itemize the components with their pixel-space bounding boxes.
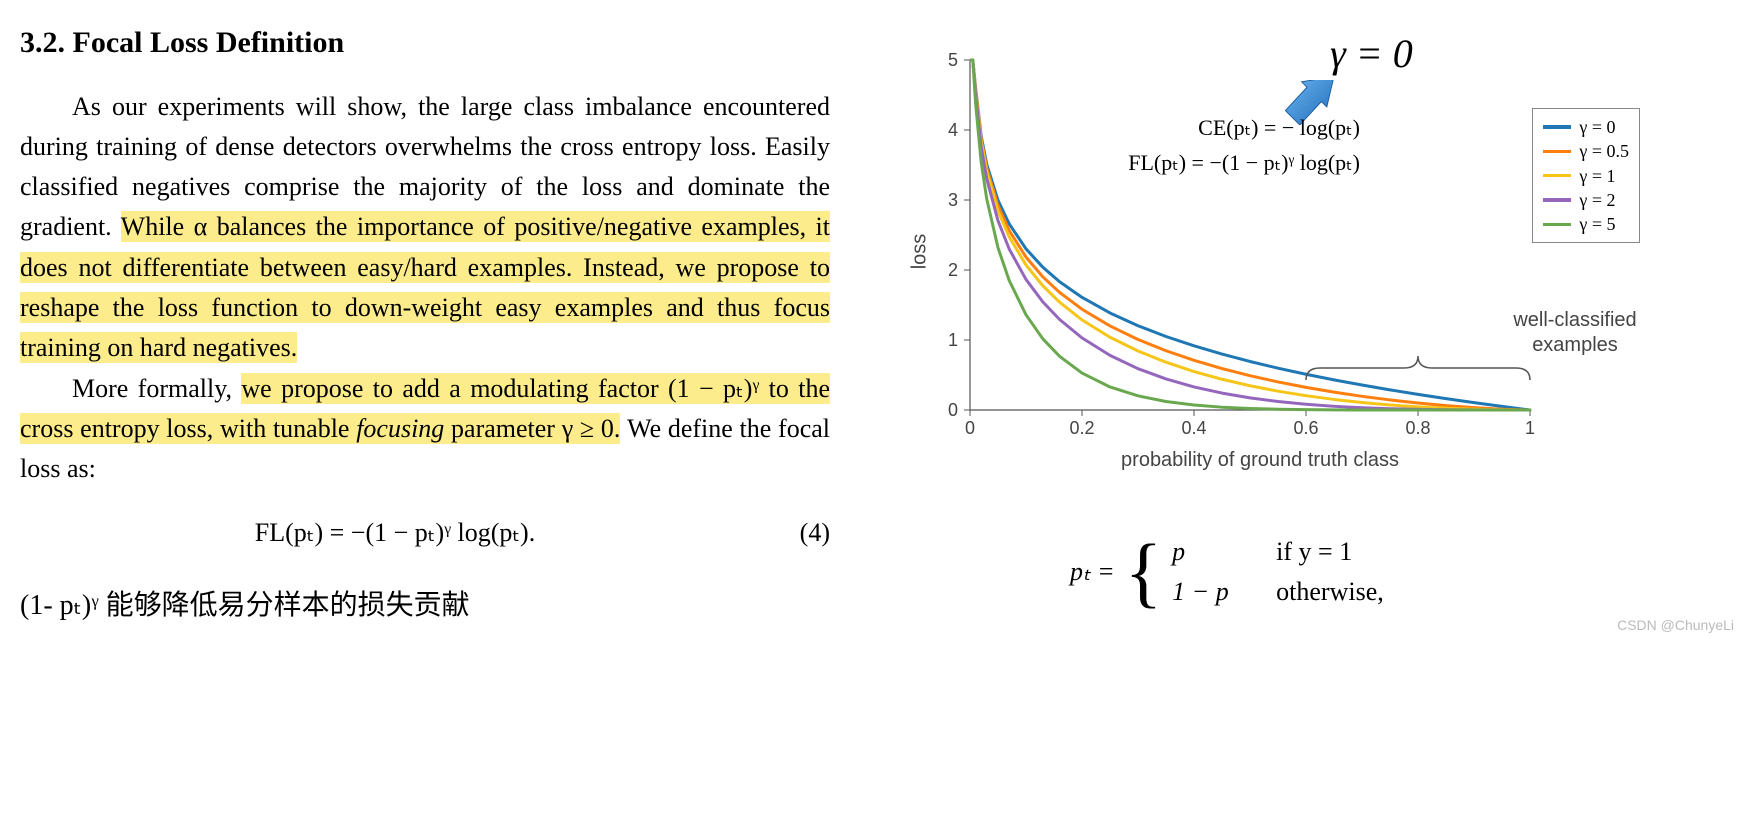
chart-legend: γ = 0γ = 0.5γ = 1γ = 2γ = 5	[1532, 108, 1640, 243]
svg-text:1: 1	[1525, 418, 1535, 438]
case2-val: 1 − p	[1172, 572, 1252, 612]
paragraph-1: As our experiments will show, the large …	[20, 87, 830, 369]
gamma-zero-callout: γ = 0	[1330, 30, 1413, 77]
equation-body: FL(pₜ) = −(1 − pₜ)ᵞ log(pₜ).	[20, 513, 770, 553]
annotation-math: (1- pₜ)ᵞ	[20, 590, 99, 621]
well-classified-label: well-classified examples	[1500, 308, 1650, 358]
svg-text:5: 5	[948, 50, 958, 70]
annotation-cjk: 能够降低易分样本的损失贡献	[99, 590, 470, 621]
legend-label: γ = 5	[1579, 212, 1615, 236]
svg-text:0.4: 0.4	[1181, 418, 1206, 438]
pt-lhs: pₜ =	[1070, 557, 1115, 587]
svg-text:0: 0	[948, 400, 958, 420]
legend-swatch	[1543, 174, 1571, 178]
section-number: 3.2.	[20, 26, 65, 59]
focal-loss-chart: γ = 0 CE(pₜ) = − log(pₜ) FL(pₜ) = −(1 − …	[910, 40, 1610, 472]
svg-text:1: 1	[948, 330, 958, 350]
svg-text:0.6: 0.6	[1293, 418, 1318, 438]
p2-text-1: More formally,	[72, 374, 241, 403]
svg-text:4: 4	[948, 120, 958, 140]
svg-text:2: 2	[948, 260, 958, 280]
equation-number: (4)	[770, 513, 830, 553]
pt-cases: p if y = 1 1 − p otherwise,	[1172, 532, 1384, 613]
section-title: Focal Loss Definition	[73, 26, 345, 59]
chart-svg: 0 0.2 0.4 0.6 0.8 1 0 1 2 3 4 5	[910, 40, 1550, 440]
legend-label: γ = 0.5	[1579, 139, 1629, 163]
p1-highlight: While α balances the importance of posit…	[20, 211, 830, 363]
equation-4: FL(pₜ) = −(1 − pₜ)ᵞ log(pₜ). (4)	[20, 513, 830, 553]
legend-swatch	[1543, 125, 1571, 129]
section-heading: 3.2. Focal Loss Definition	[20, 20, 830, 67]
case1-val: p	[1172, 532, 1252, 572]
case1-cond: if y = 1	[1276, 532, 1352, 572]
legend-item: γ = 1	[1543, 164, 1629, 188]
brace-icon: {	[1125, 537, 1162, 607]
formula-fl: FL(pₜ) = −(1 − pₜ)ᵞ log(pₜ)	[1040, 145, 1360, 180]
legend-item: γ = 2	[1543, 188, 1629, 212]
watermark: CSDN @ChunyeLi	[1617, 617, 1734, 633]
legend-swatch	[1543, 150, 1571, 154]
legend-swatch	[1543, 198, 1571, 202]
svg-text:0.2: 0.2	[1069, 418, 1094, 438]
pt-definition: pₜ = { p if y = 1 1 − p otherwise,	[1070, 532, 1744, 613]
paragraph-2: More formally, we propose to add a modul…	[20, 369, 830, 490]
svg-text:0.8: 0.8	[1405, 418, 1430, 438]
y-axis-label: loss	[908, 234, 931, 270]
x-axis-label: probability of ground truth class	[910, 449, 1610, 472]
svg-text:3: 3	[948, 190, 958, 210]
legend-label: γ = 0	[1579, 115, 1615, 139]
legend-label: γ = 2	[1579, 188, 1615, 212]
annotation-line: (1- pₜ)ᵞ 能够降低易分样本的损失贡献	[20, 584, 830, 627]
formula-ce: CE(pₜ) = − log(pₜ)	[1040, 110, 1360, 145]
chart-formulas: CE(pₜ) = − log(pₜ) FL(pₜ) = −(1 − pₜ)ᵞ l…	[1040, 110, 1360, 180]
legend-label: γ = 1	[1579, 164, 1615, 188]
svg-text:0: 0	[965, 418, 975, 438]
legend-item: γ = 0	[1543, 115, 1629, 139]
legend-item: γ = 5	[1543, 212, 1629, 236]
case2-cond: otherwise,	[1276, 572, 1384, 612]
legend-swatch	[1543, 223, 1571, 227]
figure-column: γ = 0 CE(pₜ) = − log(pₜ) FL(pₜ) = −(1 − …	[870, 10, 1744, 627]
legend-item: γ = 0.5	[1543, 139, 1629, 163]
text-column: 3.2. Focal Loss Definition As our experi…	[20, 10, 830, 627]
